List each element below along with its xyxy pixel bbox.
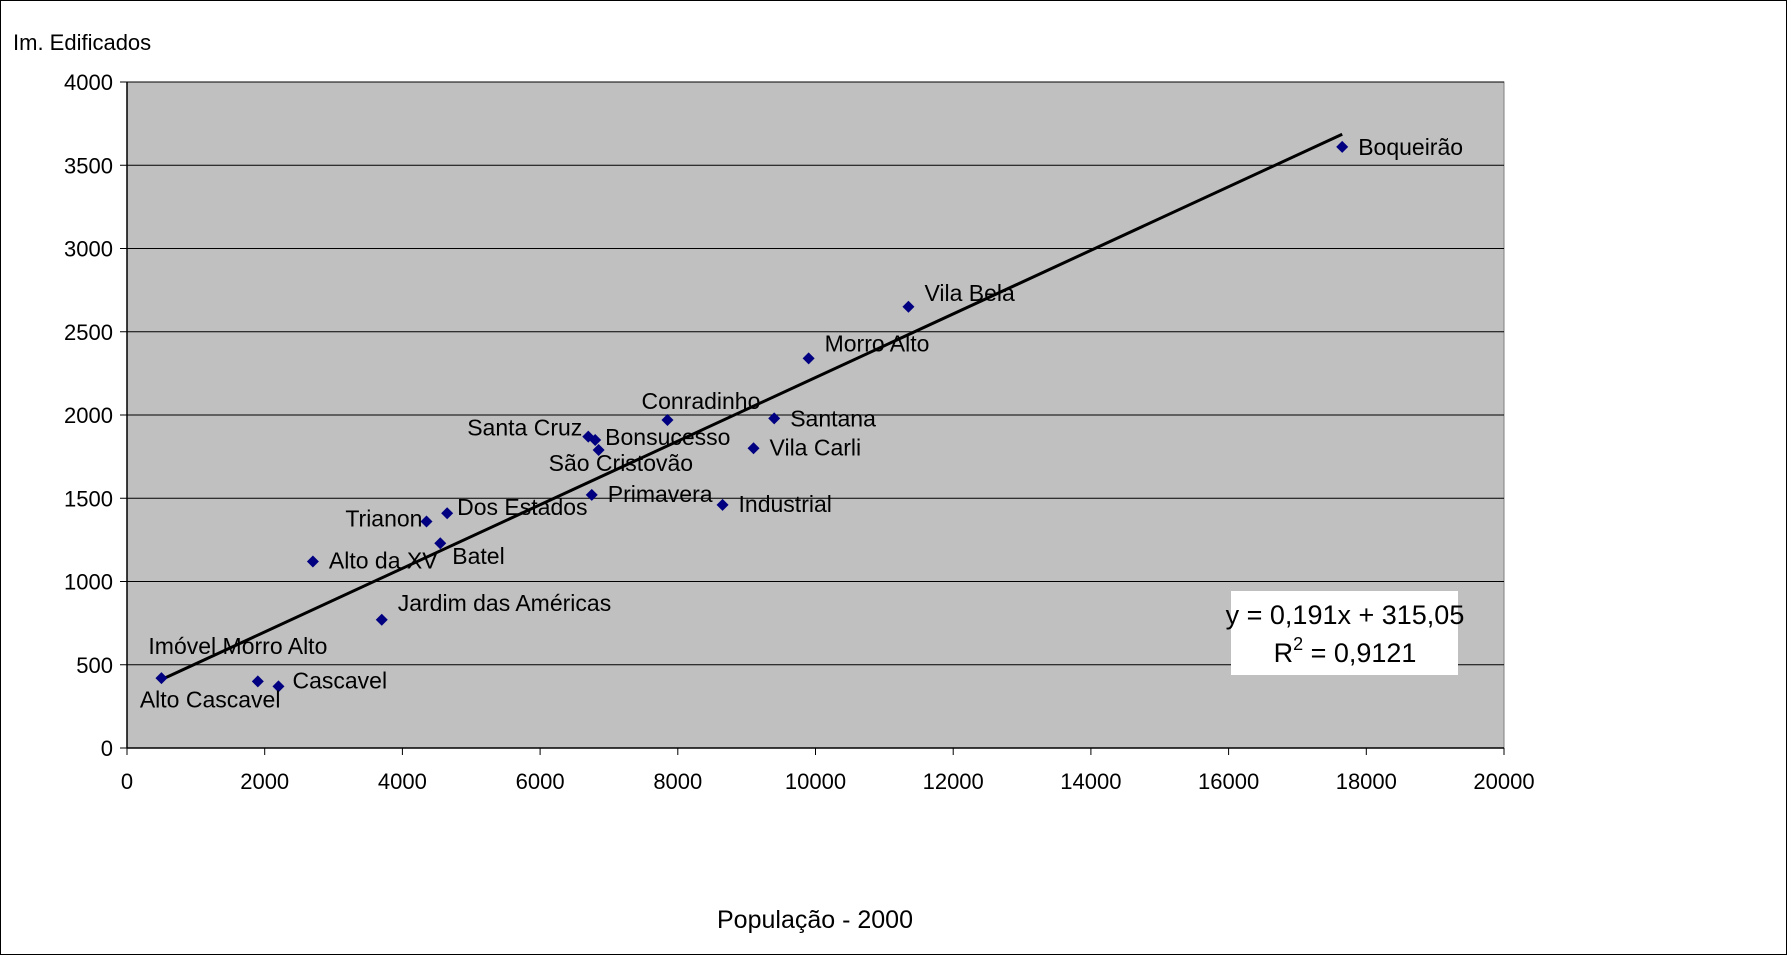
y-tick-label: 2500: [64, 320, 113, 345]
data-point: [155, 672, 168, 685]
point-label: Conradinho: [641, 388, 760, 414]
x-tick-label: 2000: [240, 769, 289, 794]
y-tick-label: 3500: [64, 153, 113, 178]
x-tick-label: 16000: [1198, 769, 1259, 794]
point-label: Boqueirão: [1358, 134, 1463, 160]
trendline: [160, 132, 1343, 682]
axes: [120, 81, 1505, 755]
data-point: [375, 613, 388, 626]
y-tick-label: 1500: [64, 486, 113, 511]
data-point: [306, 555, 319, 568]
point-label: Alto da XV: [329, 548, 438, 574]
data-point: [441, 507, 454, 520]
data-point: [768, 412, 781, 425]
point-label: Dos Estados: [457, 494, 587, 520]
point-label: Imóvel Morro Alto: [148, 633, 327, 659]
data-point: [661, 413, 674, 426]
x-tick-label: 0: [121, 769, 133, 794]
data-point: [747, 442, 760, 455]
data-point: [592, 443, 605, 456]
point-label: Vila Carli: [770, 434, 862, 460]
y-tick-label: 2000: [64, 403, 113, 428]
y-tick-label: 500: [76, 653, 113, 678]
point-label: Cascavel: [292, 667, 387, 693]
y-tick-label: 3000: [64, 237, 113, 262]
y-tick-label: 0: [101, 736, 113, 761]
equation-text: y = 0,191x + 315,05: [1226, 600, 1465, 630]
y-tick-labels: 0 500 1000 1500 2000 2500 3000 3500 4000: [64, 70, 113, 761]
x-tick-label: 20000: [1473, 769, 1534, 794]
data-point: [802, 352, 815, 365]
point-label: Industrial: [739, 491, 832, 517]
x-tick-label: 12000: [923, 769, 984, 794]
x-tick-label: 10000: [785, 769, 846, 794]
equation-box: y = 0,191x + 315,05 R2 = 0,9121: [1226, 591, 1465, 675]
x-tick-labels: 0 2000 4000 6000 8000 10000 12000 14000 16000 180…: [121, 769, 1535, 794]
point-label: Batel: [452, 543, 504, 569]
point-label: Bonsucesso: [605, 424, 730, 450]
point-label: Santa Cruz: [467, 415, 582, 441]
data-points: [155, 140, 1349, 693]
x-tick-label: 6000: [516, 769, 565, 794]
x-tick-label: 4000: [378, 769, 427, 794]
x-tick-label: 8000: [653, 769, 702, 794]
data-point: [902, 300, 915, 313]
data-point: [1336, 140, 1349, 153]
gridlines: [127, 81, 1504, 666]
point-label: Santana: [790, 405, 876, 431]
point-label: Jardim das Américas: [398, 590, 611, 616]
point-label: Primavera: [608, 481, 713, 507]
y-tick-label: 1000: [64, 570, 113, 595]
data-point: [585, 488, 598, 501]
point-label: Alto Cascavel: [140, 686, 281, 712]
data-point: [251, 675, 264, 688]
y-tick-label: 4000: [64, 70, 113, 95]
x-axis-title: População - 2000: [717, 906, 913, 934]
data-point: [716, 498, 729, 511]
point-label: Trianon: [345, 506, 422, 532]
data-point: [589, 433, 602, 446]
point-label: Morro Alto: [825, 330, 930, 356]
x-tick-label: 18000: [1336, 769, 1397, 794]
point-labels: Boqueirão Vila Bela Morro Alto Conradinho Sa…: [140, 134, 1463, 712]
data-point: [434, 537, 447, 550]
y-axis-title: Im. Edificados: [13, 30, 151, 55]
point-label: São Cristovão: [549, 450, 693, 476]
r-squared-text: R2 = 0,9121: [1274, 634, 1417, 668]
point-label: Vila Bela: [924, 280, 1015, 306]
data-point: [272, 680, 285, 693]
data-point: [420, 515, 433, 528]
x-tick-label: 14000: [1060, 769, 1121, 794]
